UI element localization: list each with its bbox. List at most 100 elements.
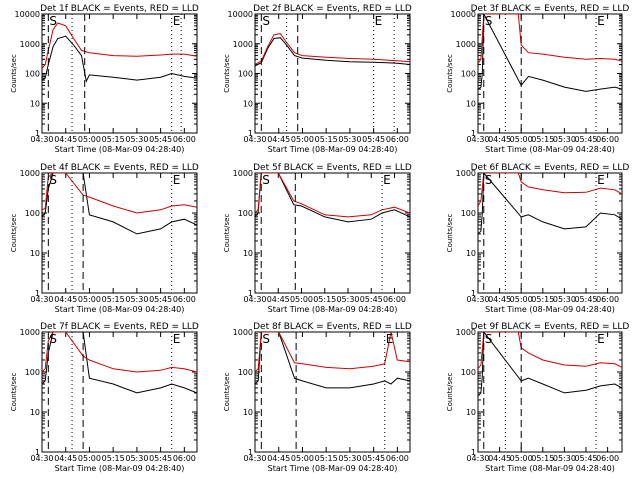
x-tick-label: 05:00 — [78, 454, 101, 463]
y-axis-label: Counts/sec — [446, 214, 454, 253]
marker-label-s: S — [262, 173, 270, 187]
y-tick-label: 1 — [471, 289, 476, 298]
x-axis-label: Start Time (08-Mar-09 04:28:40) — [485, 145, 615, 154]
y-tick-label: 10 — [466, 249, 476, 258]
x-tick-label: 06:00 — [173, 454, 196, 463]
y-tick-label: 1000 — [233, 169, 253, 178]
x-tick-label: 05:00 — [78, 295, 101, 304]
y-axis-label: Counts/sec — [223, 373, 231, 412]
chart-title: Det 2f BLACK = Events, RED = LLD — [253, 4, 412, 14]
x-tick-label: 04:45 — [54, 135, 77, 144]
x-axis-label: Start Time (08-Mar-09 04:28:40) — [268, 145, 398, 154]
plot-area — [42, 22, 197, 83]
y-tick-label: 1 — [35, 289, 40, 298]
chart-panel-1: Det 1f BLACK = Events, RED = LLD 1 10 100 10… — [10, 4, 199, 154]
x-axis-label: Start Time (08-Mar-09 04:28:40) — [55, 145, 185, 154]
x-tick-label: 05:45 — [149, 135, 172, 144]
marker-label-s: S — [485, 332, 493, 346]
x-tick-label: 06:00 — [596, 454, 619, 463]
y-tick-label: 1 — [471, 448, 476, 457]
x-tick-label: 05:15 — [531, 295, 554, 304]
x-tick-label: 05:00 — [291, 454, 314, 463]
plot-frame — [41, 331, 198, 453]
x-tick-label: 05:45 — [574, 295, 597, 304]
chart-title: Det 7f BLACK = Events, RED = LLD — [40, 322, 199, 332]
x-tick-label: 05:30 — [338, 454, 361, 463]
chart-title: Det 3f BLACK = Events, RED = LLD — [471, 4, 630, 14]
marker-label-e: E — [173, 332, 181, 346]
x-tick-label: 04:30 — [243, 295, 266, 304]
chart-panel-2: Det 2f BLACK = Events, RED = LLD 1 10 100 10… — [223, 4, 412, 154]
marker-label-s: S — [49, 173, 57, 187]
lld-series-line — [255, 33, 410, 65]
x-tick-label: 04:30 — [466, 295, 489, 304]
x-tick-label: 05:15 — [313, 295, 336, 304]
chart-panel-8: Det 8f BLACK = Events, RED = LLD 1 10 100 10… — [223, 322, 412, 473]
x-tick-label: 06:00 — [386, 454, 409, 463]
y-tick-label: 100 — [461, 368, 476, 377]
chart-title: Det 5f BLACK = Events, RED = LLD — [253, 163, 412, 173]
x-tick-label: 05:45 — [149, 295, 172, 304]
x-tick-label: 05:30 — [125, 135, 148, 144]
events-series-line — [255, 37, 410, 67]
x-tick-label: 04:45 — [488, 135, 511, 144]
marker-label-s: S — [485, 173, 493, 187]
y-tick-label: 10000 — [15, 10, 40, 19]
y-tick-label: 1000 — [20, 169, 40, 178]
x-tick-label: 05:00 — [290, 295, 313, 304]
marker-label-e: E — [597, 173, 605, 187]
plot-area — [255, 33, 410, 67]
lld-series-line — [255, 173, 410, 218]
y-tick-label: 100 — [238, 70, 253, 79]
y-tick-label: 100 — [461, 70, 476, 79]
x-axis-label: Start Time (08-Mar-09 04:28:40) — [268, 464, 398, 473]
events-series-line — [42, 35, 197, 83]
x-tick-label: 04:45 — [267, 135, 290, 144]
lld-series-line — [478, 14, 622, 64]
x-tick-label: 05:45 — [362, 454, 385, 463]
y-tick-label: 100 — [25, 70, 40, 79]
x-tick-label: 04:45 — [488, 454, 511, 463]
x-tick-label: 06:00 — [386, 135, 409, 144]
chart-panel-4: Det 4f BLACK = Events, RED = LLD 1 10 100 10… — [10, 163, 199, 314]
x-tick-label: 05:00 — [78, 135, 101, 144]
x-tick-label: 04:45 — [267, 295, 290, 304]
y-tick-label: 100 — [25, 209, 40, 218]
marker-label-s: S — [49, 14, 57, 28]
y-tick-label: 10 — [243, 249, 253, 258]
events-series-line — [42, 332, 197, 394]
x-tick-label: 05:30 — [125, 454, 148, 463]
marker-label-s: S — [262, 14, 270, 28]
x-tick-label: 04:45 — [54, 295, 77, 304]
marker-label-s: S — [485, 14, 493, 28]
x-tick-label: 05:00 — [510, 454, 533, 463]
y-tick-label: 1000 — [20, 40, 40, 49]
x-tick-label: 05:15 — [102, 135, 125, 144]
marker-label-s: S — [49, 332, 57, 346]
y-tick-label: 10000 — [228, 10, 253, 19]
x-tick-label: 05:30 — [553, 295, 576, 304]
x-tick-label: 05:45 — [360, 295, 383, 304]
chart-panel-7: Det 7f BLACK = Events, RED = LLD 1 10 100 10… — [10, 322, 199, 473]
x-tick-label: 05:15 — [315, 454, 338, 463]
chart-title: Det 8f BLACK = Events, RED = LLD — [253, 322, 412, 332]
plot-frame — [477, 172, 623, 294]
x-tick-label: 05:00 — [510, 135, 533, 144]
marker-label-e: E — [597, 332, 605, 346]
x-tick-label: 04:45 — [488, 295, 511, 304]
plot-frame — [254, 13, 411, 134]
chart-panel-6: Det 6f BLACK = Events, RED = LLD 1 10 100 10… — [446, 163, 629, 314]
y-tick-label: 1000 — [456, 169, 476, 178]
plot-area — [478, 14, 622, 92]
y-axis-label: Counts/sec — [446, 373, 454, 412]
marker-label-e: E — [173, 14, 181, 28]
plot-area — [42, 332, 197, 394]
x-tick-label: 04:45 — [267, 454, 290, 463]
x-tick-label: 05:45 — [362, 135, 385, 144]
y-axis-label: Counts/sec — [10, 54, 18, 93]
x-tick-label: 05:45 — [574, 135, 597, 144]
y-tick-label: 10 — [30, 408, 40, 417]
x-tick-label: 05:15 — [531, 135, 554, 144]
x-tick-label: 05:30 — [553, 135, 576, 144]
marker-label-e: E — [375, 14, 383, 28]
